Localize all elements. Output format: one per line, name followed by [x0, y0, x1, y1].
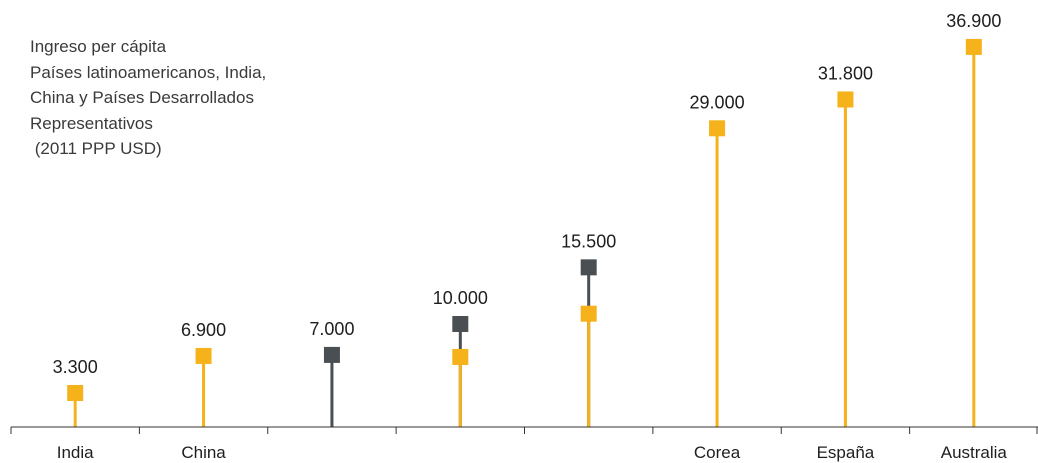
value-label: 15.500 [561, 231, 616, 251]
lollipop-marker [452, 316, 469, 332]
chart-title-line-4: Representativos [30, 113, 153, 133]
lollipop-marker [195, 347, 212, 364]
value-label: 3.300 [53, 357, 98, 377]
value-label-layer: 3.300 6.900 7.000 10.000 15.500 29.000 31.800 3… [53, 11, 1002, 377]
category-label: Corea [694, 443, 741, 462]
chart-title-line-3: China y Países Desarrollados [30, 88, 254, 107]
value-label: 36.900 [946, 11, 1001, 31]
lollipop-marker [837, 91, 854, 108]
chart-title-line-5: (2011 PPP USD) [30, 139, 162, 158]
value-label: 31.800 [818, 63, 873, 83]
value-label: 29.000 [690, 92, 745, 112]
category-label: España [817, 443, 875, 462]
chart-title-line-2: Países latinoamericanos, India, [30, 62, 267, 82]
x-axis: India China Corea España Australia [10, 426, 1038, 462]
lollipop-marker [965, 38, 982, 55]
value-label: 10.000 [433, 288, 488, 308]
lollipop-marker [580, 305, 597, 322]
category-label: India [57, 443, 94, 462]
lollipop-marker [452, 348, 469, 365]
value-label: 6.900 [181, 320, 226, 340]
category-label: China [181, 443, 226, 462]
lollipop-marker [67, 385, 84, 402]
lollipop-marker [580, 259, 597, 276]
stem-layer [73, 46, 976, 427]
value-label: 7.000 [309, 319, 354, 339]
chart-title-line-1: Ingreso per cápita [30, 37, 167, 56]
marker-layer [67, 38, 982, 402]
lollipop-marker [323, 346, 340, 363]
chart-title: Ingreso per cápita Países latinoamerican… [30, 34, 350, 162]
lollipop-marker [709, 120, 726, 137]
category-label: Australia [941, 443, 1008, 462]
